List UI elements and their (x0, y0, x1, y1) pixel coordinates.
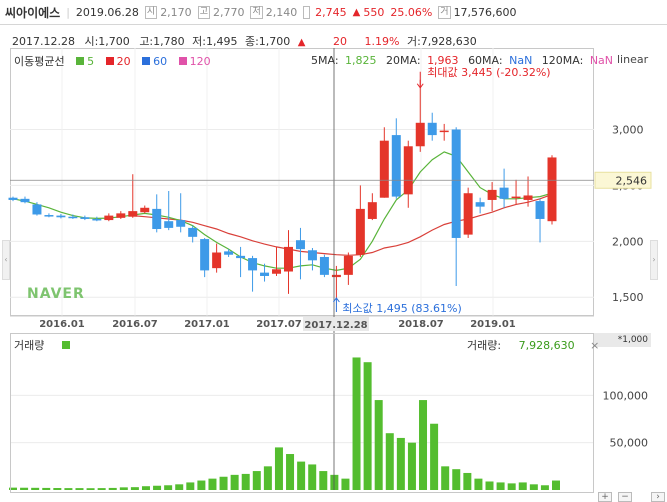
ma60-swatch (142, 57, 151, 65)
divider: | (66, 5, 70, 19)
current-price: 2,745 (315, 5, 347, 19)
ma60-value: NaN (509, 54, 533, 67)
info-low: 저:1,495 (192, 35, 238, 48)
stock-summary-bar: 씨아이에스 | 2019.06.28 시 2,170 고 2,770 저 2,1… (0, 0, 667, 25)
ma20-swatch (105, 57, 114, 65)
ma120-value-label: 120MA: (541, 54, 584, 67)
ma120-value: NaN (589, 54, 614, 67)
volume-value: 17,576,600 (453, 5, 517, 19)
candle-info-line: 2017.12.28 시:1,700 고:1,780 저:1,495 종:1,7… (12, 33, 477, 49)
zoom-out-button[interactable]: − (618, 492, 632, 502)
volume-tick-label: 50,000 (610, 437, 649, 450)
ma60-legend-label: 60 (153, 54, 168, 68)
volume-tick-label: 100,000 (603, 389, 649, 402)
volume-badge: 거 (438, 5, 451, 19)
open-badge: 시 (144, 5, 158, 19)
ma20-legend-label: 20 (116, 54, 131, 68)
info-change-pct: 1.19% (364, 35, 400, 48)
price-tick-label: 3,000 (612, 124, 644, 137)
scale-mode-toggle[interactable]: linear (617, 53, 649, 66)
price-tick-label: 1,500 (612, 291, 644, 304)
volume-readout-value: 7,928,630 (518, 339, 575, 352)
price-tick-label: 2,000 (612, 235, 644, 248)
date-tick-label: 2019.01 (470, 319, 516, 330)
ma-legend-title: 이동평균선 (14, 55, 65, 68)
scroll-right-button[interactable]: › (651, 492, 665, 502)
stock-name: 씨아이에스 (5, 5, 61, 20)
price-chart-frame[interactable] (10, 48, 594, 316)
volume-swatch (61, 341, 70, 349)
volume-unit: *1,000 (594, 333, 651, 347)
volume-readout-label: 거래량: (467, 339, 502, 352)
price-badge (303, 5, 311, 19)
date-tick-label: 2016.01 (39, 319, 85, 330)
current-price-tag: 2,546 (616, 174, 648, 187)
volume-readout: 거래량: 7,928,630 × (467, 337, 599, 353)
zoom-in-button[interactable]: + (598, 492, 612, 502)
info-open: 시:1,700 (84, 35, 130, 48)
ma-values: 5MA: 1,825 20MA: 1,963 60MA: NaN 120MA: … (311, 54, 613, 67)
info-close: 종:1,700 (244, 35, 291, 48)
ma20-value-label: 20MA: (386, 54, 421, 67)
volume-chart-frame[interactable] (10, 333, 594, 493)
high-value: 2,770 (212, 5, 245, 19)
ma-legend: 이동평균선 5 20 60 120 (14, 53, 211, 69)
date-tick-label: 2016.07 (112, 319, 158, 330)
price-tick-label: 2,500 (612, 179, 644, 192)
quote-date: 2019.06.28 (75, 5, 139, 19)
cursor-date-box (303, 317, 369, 331)
low-badge: 저 (250, 5, 263, 19)
low-value: 2,140 (265, 5, 298, 19)
naver-watermark: NAVER (27, 286, 85, 302)
price-change-pct: 25.06% (390, 5, 433, 19)
info-high: 고:1,780 (139, 35, 185, 48)
ma5-value: 1,825 (345, 54, 377, 67)
price-change: 550 (363, 5, 385, 19)
left-scroll-handle[interactable]: ‹ (2, 240, 10, 280)
date-tick-label: 2017.01 (184, 319, 230, 330)
date-tick-label: 2017.07 (256, 319, 302, 330)
ma5-swatch (76, 57, 85, 65)
close-icon[interactable]: × (590, 339, 600, 352)
date-tick-label: 2018.07 (398, 319, 444, 330)
info-volume: 거:7,928,630 (406, 35, 477, 48)
volume-legend: 거래량 (14, 337, 70, 353)
high-badge: 고 (197, 5, 210, 19)
ma120-swatch (178, 57, 187, 65)
volume-legend-label: 거래량 (14, 339, 45, 352)
info-date: 2017.12.28 (12, 35, 75, 48)
ma5-legend-label: 5 (87, 54, 95, 68)
up-arrow-icon: ▲ (352, 6, 361, 18)
ma120-legend-label: 120 (189, 54, 211, 68)
open-value: 2,170 (160, 5, 192, 19)
ma5-value-label: 5MA: (311, 54, 339, 67)
right-scroll-handle[interactable]: › (650, 240, 658, 280)
info-change: 20 (333, 35, 347, 48)
ma60-value-label: 60MA: (468, 54, 503, 67)
ma20-value: 1,963 (427, 54, 459, 67)
cursor-date-label: 2017.12.28 (304, 320, 367, 331)
current-price-tag-box (594, 171, 652, 189)
info-up-arrow-icon: ▲ (297, 37, 306, 48)
